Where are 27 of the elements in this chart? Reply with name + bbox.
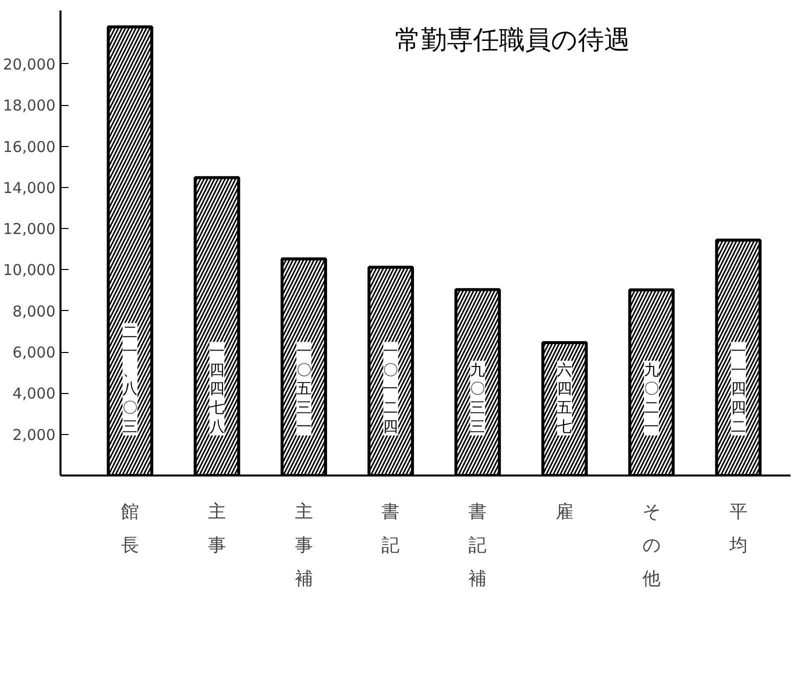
x-tick-label: 主事補 [294,502,313,590]
y-tick-label: 20,000 [3,55,56,74]
x-tick-label: その他 [642,502,660,590]
data-label: 九〇二一 [644,360,659,436]
y-tick-label: 8,000 [12,302,56,320]
data-label: 六四五七 [557,360,572,436]
x-tick-label: 平均 [728,502,748,556]
y-tick-label: 6,000 [12,344,56,362]
y-tick-label: 10,000 [3,261,56,280]
data-label: 一四四七八 [209,342,224,436]
y-tick-label: 2,000 [12,426,56,444]
data-label: 九〇三三 [470,360,486,436]
data-label: 一〇一二四 [383,342,398,436]
y-tick-label: 4,000 [12,384,56,403]
data-label: 一〇五三一 [296,342,312,436]
x-tick-label: 主事 [208,502,226,556]
x-tick-label: 館長 [121,502,140,556]
y-tick-label: 12,000 [3,220,56,238]
x-tick-label: 雇 [556,502,574,522]
y-tick-label: 14,000 [3,178,56,197]
y-tick-label: 16,000 [3,138,56,156]
text: 常勤専任職員の待遇 [394,26,630,56]
x-tick-label: 書記 [382,502,400,556]
data-label: 二一、八〇三 [122,323,138,436]
x-tick-label: 書記補 [468,502,487,590]
y-tick-label: 18,000 [3,96,56,115]
data-label: 一一四四二 [730,342,746,436]
